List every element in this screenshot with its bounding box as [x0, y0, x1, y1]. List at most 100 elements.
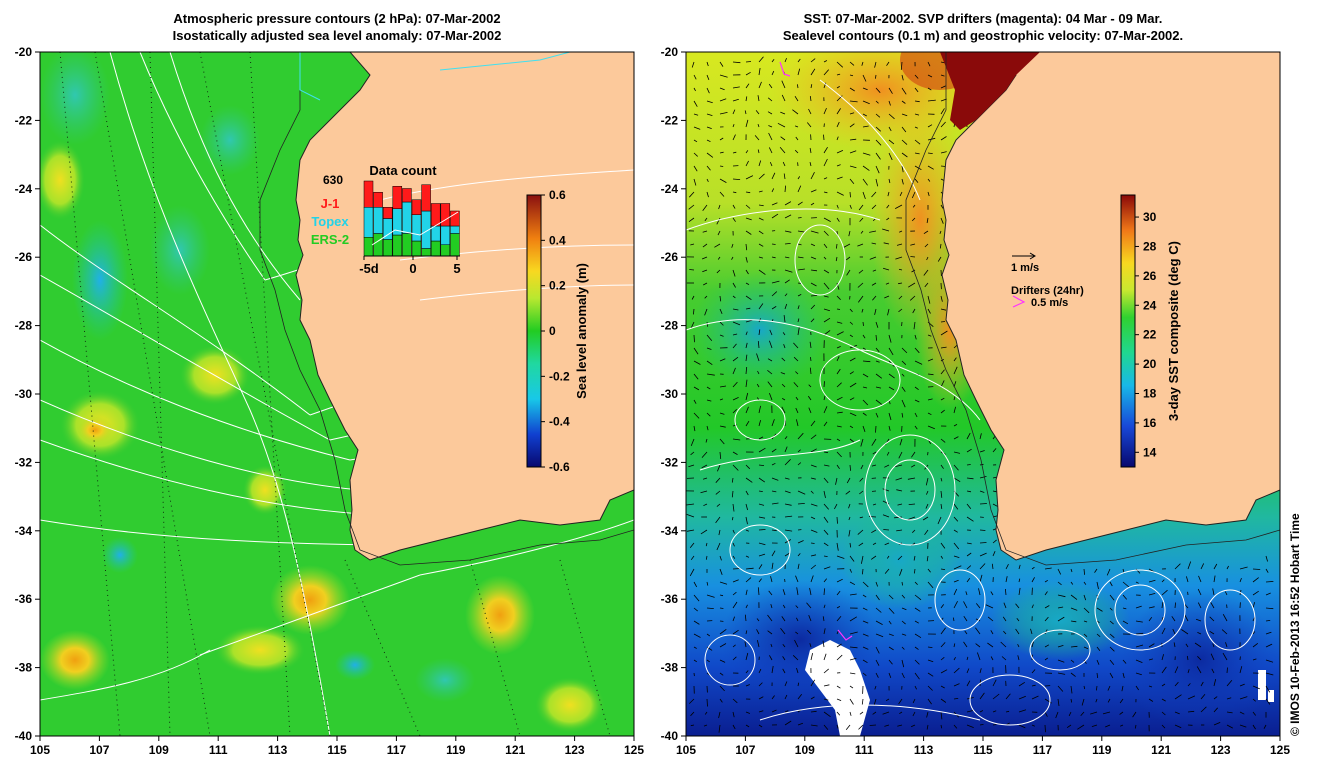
left-lat-tick--26: -26 [15, 250, 33, 264]
sla-colorbar-label: Sea level anomaly (m) [574, 263, 589, 399]
sst-tick-26: 26 [1143, 269, 1157, 283]
left-lat-tick--40: -40 [15, 729, 33, 743]
left-lat-tick--28: -28 [15, 319, 33, 333]
mission-topex-label: Topex [311, 214, 349, 229]
cloud-mask [805, 640, 1274, 736]
left-map-title: Atmospheric pressure contours (2 hPa): 0… [40, 10, 634, 44]
sla-anomaly-blobs [40, 52, 605, 733]
left-lon-tick-113: 113 [268, 743, 288, 757]
inset-bar-9-red [450, 210, 460, 227]
pilbara-hot-coast [940, 52, 1040, 130]
right-map-title: SST: 07-Mar-2002. SVP drifters (magenta)… [686, 10, 1280, 44]
inset-bar-6-red [421, 184, 431, 212]
inset-bar-8-red [440, 203, 451, 227]
satellite-ground-tracks [59, 52, 611, 736]
inset-bar-7-cyan [430, 225, 441, 242]
left-lon-tick-109: 109 [149, 743, 169, 757]
inset-bar-8-cyan [440, 225, 451, 245]
sst-map [686, 52, 1280, 736]
inset-bar-3-red [392, 186, 403, 209]
right-map-axes: 105 107 109 111 113 115 117 119 121 123 125 -20 -22 -… [661, 45, 1291, 757]
inset-bar-4-cyan [402, 201, 412, 234]
right-lon-tick-109: 109 [795, 743, 815, 757]
svp-drifter-tracks [779, 61, 853, 641]
inset-bar-4-red [402, 188, 412, 203]
velocity-legend: 1 m/s Drifters (24hr) 0.5 m/s [1011, 252, 1084, 309]
inset-bar-2-red [382, 207, 393, 219]
inset-bar-0-green [363, 237, 374, 257]
inset-bar-3-green [392, 234, 403, 257]
right-lon-tick-107: 107 [735, 743, 755, 757]
left-lat-tick--20: -20 [15, 45, 33, 59]
left-title-line2: Isostatically adjusted sea level anomaly… [172, 28, 502, 43]
mission-ers2-label: ERS-2 [311, 232, 349, 247]
inset-xtick-end: 5 [453, 261, 460, 276]
inset-bar-0-red [363, 180, 374, 208]
sea-level-anomaly-map [40, 52, 634, 736]
inset-xtick-start: -5d [359, 261, 379, 276]
left-land-mass [295, 52, 634, 561]
right-bathymetry-contour [905, 52, 1280, 566]
sla-colorbar: 0.6 0.4 0.2 0 -0.2 -0.4 -0.6 Sea level anomaly… [526, 188, 589, 474]
sst-tick-20: 20 [1143, 357, 1157, 371]
sst-tick-24: 24 [1143, 298, 1157, 312]
left-lat-tick--24: -24 [15, 182, 33, 196]
inset-bar-7-red [430, 203, 441, 227]
inset-bar-0-cyan [363, 207, 374, 238]
right-lon-tick-119: 119 [1092, 743, 1112, 757]
sla-colorbar-ticks: 0.6 0.4 0.2 0 -0.2 -0.4 -0.6 [541, 188, 570, 474]
right-lon-tick-111: 111 [855, 743, 874, 757]
inset-bar-7-green [430, 240, 441, 257]
inset-bar-2-green [382, 239, 393, 257]
inset-bar-1-cyan [373, 207, 383, 234]
left-lon-tick-125: 125 [624, 743, 644, 757]
velocity-scale-label: 1 m/s [1011, 262, 1039, 274]
right-lat-tick--30: -30 [661, 387, 679, 401]
right-lon-tick-121: 121 [1151, 743, 1171, 757]
sst-tick-22: 22 [1143, 328, 1157, 342]
sla-colorbar-gradient [526, 194, 542, 468]
drifters-legend-title: Drifters (24hr) [1011, 285, 1084, 297]
inset-xtick-zero: 0 [409, 261, 416, 276]
left-lat-tick--34: -34 [15, 524, 33, 538]
right-lat-tick--24: -24 [661, 182, 679, 196]
sla-tick--0.4: -0.4 [549, 415, 570, 429]
right-lat-tick--36: -36 [661, 592, 679, 606]
imos-credit: © IMOS 10-Feb-2013 16:52 Hobart Time [1288, 513, 1302, 736]
right-lon-tick-117: 117 [1033, 743, 1053, 757]
sst-tick-18: 18 [1143, 386, 1157, 400]
right-lon-tick-115: 115 [973, 743, 993, 757]
inset-bar-5-green [411, 240, 422, 257]
sla-tick-0.2: 0.2 [549, 279, 566, 293]
left-lat-tick--22: -22 [15, 113, 33, 127]
right-title-line2: Sealevel contours (0.1 m) and geostrophi… [782, 28, 1184, 43]
drifter-scale-label: 0.5 m/s [1031, 297, 1068, 309]
right-title-line1: SST: 07-Mar-2002. SVP drifters (magenta)… [803, 11, 1163, 26]
inset-bar-4-green [402, 233, 412, 257]
right-lon-tick-113: 113 [914, 743, 934, 757]
left-lon-tick-115: 115 [327, 743, 347, 757]
left-lat-tick--38: -38 [15, 661, 33, 675]
right-lat-tick--32: -32 [661, 455, 679, 469]
left-bathymetry-contour [259, 52, 634, 566]
sst-tick-28: 28 [1143, 239, 1157, 253]
right-lat-tick--40: -40 [661, 729, 679, 743]
inset-bar-5-cyan [411, 214, 422, 242]
sst-colorbar-ticks: 30 28 26 24 22 20 18 16 14 [1135, 210, 1157, 459]
left-map-axes: 105 107 109 111 113 115 117 119 121 123 125 -20 -22 -… [15, 45, 645, 757]
left-lon-tick-117: 117 [387, 743, 407, 757]
inset-bar-5-red [411, 199, 422, 215]
right-lon-tick-125: 125 [1270, 743, 1290, 757]
inset-count: 630 [323, 173, 343, 187]
inset-bar-6-green [421, 248, 431, 257]
data-count-inset: Data count 630 J-1 Topex ERS-2 -5d 0 5 [311, 163, 461, 276]
right-lat-tick--38: -38 [661, 661, 679, 675]
sst-tick-16: 16 [1143, 416, 1157, 430]
right-land-mass [941, 52, 1280, 561]
drifter-scale-mark [1012, 295, 1026, 308]
inset-bar-8-green [440, 244, 451, 257]
left-lon-tick-121: 121 [505, 743, 525, 757]
inset-bar-9-green [450, 233, 460, 257]
left-lon-tick-123: 123 [565, 743, 585, 757]
sst-colorbar-gradient [1120, 194, 1136, 468]
